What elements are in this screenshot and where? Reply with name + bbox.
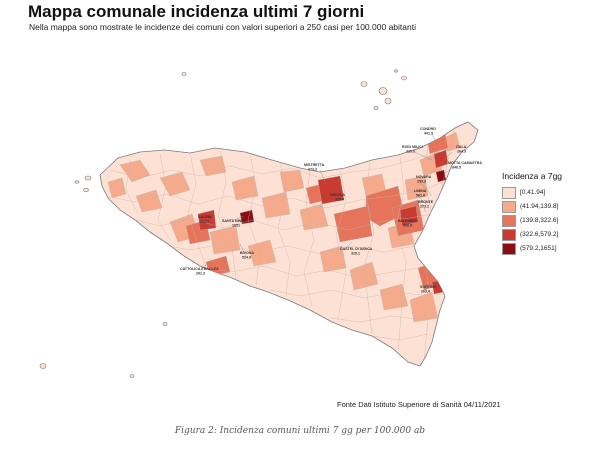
label-name: NICOSIA [330, 193, 345, 197]
label-name: BRONTE [418, 200, 434, 204]
legend-item: (579.2,1651] [502, 242, 594, 255]
label-name: BIVONA [240, 251, 254, 255]
label-value: 348.5 [452, 166, 461, 170]
figure-caption: Figura 2: Incidenza comuni ultimi 7 gg p… [174, 426, 426, 436]
legend-item: [0,41.94] [502, 186, 594, 199]
label-name: RODI MILICI [402, 145, 423, 149]
legend-swatch [502, 214, 516, 227]
label-value: 260.5 [403, 224, 412, 228]
label-name: SANTA NINFA [222, 219, 246, 223]
legend-label: (579.2,1651] [520, 245, 557, 252]
label-name: SORTINO [420, 285, 437, 289]
label-value: 325.0 [406, 150, 415, 154]
label-name: CATTOLICA ERACLEA [180, 267, 219, 271]
label-name: SALEMI [198, 215, 212, 219]
legend-items: [0,41.94] (41.94,139.8] (139.8,322.6] (322.… [502, 186, 594, 255]
legend-item: (41.94,139.8] [502, 200, 594, 213]
label-value: 253.3 [417, 180, 426, 184]
southern-islands [39, 321, 168, 378]
label-value: 322.1 [200, 220, 209, 224]
sicily-outline [99, 121, 479, 367]
label-name: LIMINA [414, 189, 427, 193]
municipality-regions [103, 127, 461, 361]
legend-title: Incidenza a 7gg [502, 171, 563, 181]
legend-label: (41.94,139.8] [520, 203, 559, 210]
label-value: 329.1 [351, 252, 360, 256]
label-value: 1651 [232, 224, 240, 228]
label-name: NOVARA [416, 175, 432, 179]
label-name: CONDRO [420, 127, 436, 131]
aeolian-islands [181, 69, 407, 111]
label-name: MISTRETTA [304, 163, 325, 167]
label-value: 441.5 [424, 132, 433, 136]
legend-label: [0,41.94] [520, 189, 546, 196]
legend-swatch [502, 228, 516, 241]
label-value: 524.9 [242, 256, 251, 260]
label-value: 263.4 [421, 290, 430, 294]
map-subtitle: Nella mappa sono mostrate le incidenze d… [29, 22, 416, 32]
map-legend: Incidenza a 7gg [0,41.94] (41.94,139.8] (1… [502, 171, 594, 256]
municipality-labels: CONDRO 441.5 RODI MILICI 325.0 ITALA 264… [180, 127, 482, 294]
label-value: 273.3 [308, 168, 317, 172]
label-name: BELPASSO [398, 219, 418, 223]
label-name: ITALA [456, 145, 467, 149]
label-value: 325.4 [335, 198, 344, 202]
map-title: Mappa comunale incidenza ultimi 7 giorni [28, 2, 365, 21]
label-value: 273.1 [420, 205, 429, 209]
legend-swatch [502, 242, 516, 255]
data-source-note: Fonte Dati Istituto Superiore di Sanità … [337, 400, 501, 409]
legend-item: (322.6,579.2] [502, 228, 594, 241]
egadi-islands [74, 175, 92, 193]
legend-label: (322.6,579.2] [520, 231, 559, 238]
label-value: 264.3 [457, 150, 466, 154]
label-value: 561.8 [416, 194, 425, 198]
label-value: 291.3 [196, 272, 205, 276]
legend-swatch [502, 200, 516, 213]
legend-item: (139.8,322.6] [502, 214, 594, 227]
legend-swatch [502, 186, 516, 199]
label-name: MOTTA CAMASTRA [448, 161, 482, 165]
label-name: CASTEL DI IUDICA [340, 247, 373, 251]
legend-label: (139.8,322.6] [520, 217, 559, 224]
label-leader-lines [201, 133, 455, 291]
